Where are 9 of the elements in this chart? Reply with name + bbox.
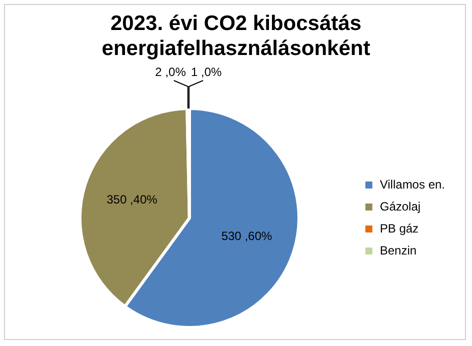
data-label: 2 ,0%: [155, 64, 186, 79]
legend-label: Villamos en.: [380, 177, 446, 192]
chart-title: 2023. évi CO2 kibocsátás energiafelhasználásonként: [100, 11, 372, 61]
legend-label: Benzin: [380, 243, 417, 258]
data-label: 1 ,0%: [191, 64, 222, 79]
data-label: 530 ,60%: [221, 228, 272, 243]
legend-label: Gázolaj: [380, 199, 421, 214]
legend-label: PB gáz: [380, 221, 419, 236]
data-label: 350 ,40%: [106, 192, 158, 206]
